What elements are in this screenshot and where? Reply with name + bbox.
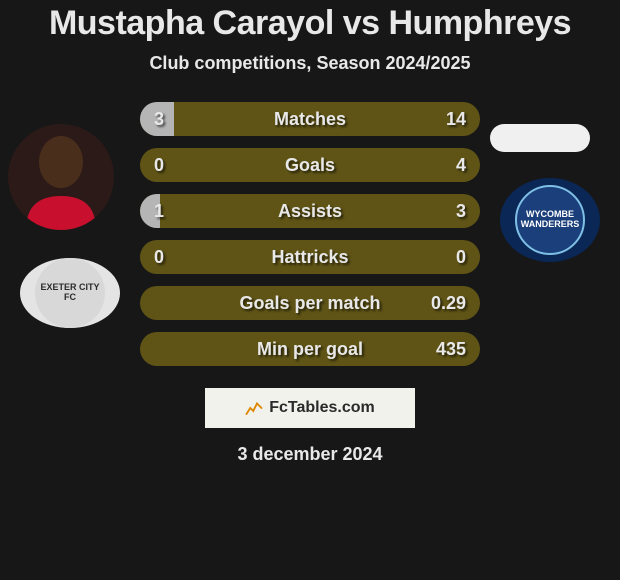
- bar-label: Min per goal: [140, 339, 480, 360]
- bar-value-right: 435: [436, 339, 466, 360]
- stat-bar: 1Assists3: [140, 194, 480, 228]
- club-badge-right-text: WYCOMBE WANDERERS: [517, 210, 583, 230]
- bar-value-left: 0: [154, 247, 164, 268]
- bar-value-left: 1: [154, 201, 164, 222]
- chart-icon: [245, 399, 263, 417]
- club-badge-right-inner: WYCOMBE WANDERERS: [515, 185, 585, 255]
- bar-value-left: 3: [154, 109, 164, 130]
- bar-label: Goals: [140, 155, 480, 176]
- club-badge-left-inner: EXETER CITY FC: [35, 258, 105, 328]
- subtitle: Club competitions, Season 2024/2025: [149, 53, 470, 74]
- stat-bar: Goals per match0.29: [140, 286, 480, 320]
- bar-value-right: 0.29: [431, 293, 466, 314]
- page-title: Mustapha Carayol vs Humphreys: [49, 4, 571, 43]
- club-badge-left-text: EXETER CITY FC: [35, 283, 105, 303]
- club-badge-left: EXETER CITY FC: [20, 258, 120, 328]
- bar-value-right: 4: [456, 155, 466, 176]
- bar-label: Matches: [140, 109, 480, 130]
- player-photo-placeholder: [8, 124, 114, 230]
- bar-label: Goals per match: [140, 293, 480, 314]
- bar-value-right: 0: [456, 247, 466, 268]
- bar-label: Assists: [140, 201, 480, 222]
- stat-bar: 3Matches14: [140, 102, 480, 136]
- stat-bar: 0Goals4: [140, 148, 480, 182]
- bar-value-right: 14: [446, 109, 466, 130]
- club-badge-right: WYCOMBE WANDERERS: [500, 178, 600, 262]
- bar-label: Hattricks: [140, 247, 480, 268]
- fctables-badge: FcTables.com: [205, 388, 415, 428]
- player-left-photo: [8, 124, 114, 230]
- stat-bar: 0Hattricks0: [140, 240, 480, 274]
- player-right-photo: [490, 124, 590, 152]
- date-text: 3 december 2024: [237, 444, 382, 465]
- stat-bar: Min per goal435: [140, 332, 480, 366]
- stat-bars: 3Matches140Goals41Assists30Hattricks0Goa…: [140, 102, 480, 366]
- fctables-text: FcTables.com: [269, 399, 375, 417]
- bar-value-left: 0: [154, 155, 164, 176]
- bar-value-right: 3: [456, 201, 466, 222]
